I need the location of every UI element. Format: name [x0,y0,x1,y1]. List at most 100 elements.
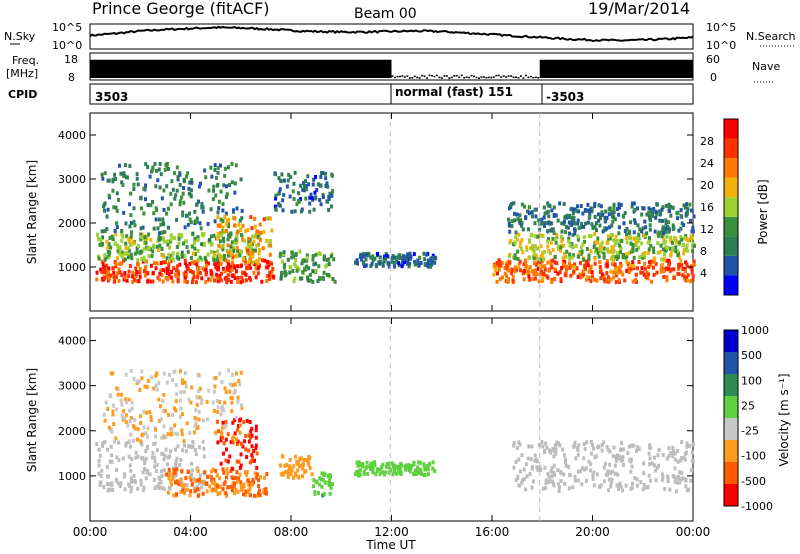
power-cell [196,275,200,280]
velocity-cell [160,469,164,474]
power-cell [295,202,299,207]
velocity-cell [230,409,234,414]
velocity-cell [205,489,209,494]
velocity-cell [257,484,261,489]
power-cell [554,240,558,245]
power-cell [144,183,148,188]
power-cell [128,224,132,229]
power-cell [212,233,216,238]
velocity-cell [323,480,327,485]
power-cell [196,199,200,204]
power-cell [650,279,654,284]
power-cell [106,207,110,212]
power-cell [655,270,659,275]
velocity-cell [541,444,545,449]
power-cell [658,249,662,254]
velocity-cell [399,462,403,467]
power-cell [225,219,229,224]
velocity-cell [221,420,225,425]
velocity-cell [158,477,162,482]
power-cell [532,249,536,254]
power-cell [627,231,631,236]
power-cell [206,222,210,227]
power-cell [169,275,173,280]
power-cell [656,250,660,255]
power-cell [398,253,402,258]
velocity-cell [583,467,587,472]
velocity-cell [577,478,581,483]
velocity-colorbar-tick: -100 [741,450,766,463]
power-cell [546,209,550,214]
velocity-cell [233,388,237,393]
power-cell [213,219,217,224]
power-cell [612,215,616,220]
power-cell [327,273,331,278]
power-cell [167,272,171,277]
power-cell [596,250,600,255]
velocity-cell [234,475,238,480]
velocity-cell [211,400,215,405]
power-cell [599,216,603,221]
velocity-cell [134,450,138,455]
power-cell [169,237,173,242]
power-cell [431,256,435,261]
power-cell [609,269,613,274]
power-cell [100,269,104,274]
power-cell [187,191,191,196]
power-cell [158,271,162,276]
velocity-cell [111,488,115,493]
velocity-cell [684,484,688,489]
velocity-cell [122,409,126,414]
velocity-cell [119,398,123,403]
velocity-cell [226,485,230,490]
power-cell [417,263,421,268]
power-cell [566,225,570,230]
power-cell [193,219,197,224]
power-cell [250,242,254,247]
power-cell [636,238,640,243]
velocity-cell [221,467,225,472]
velocity-cell [245,469,249,474]
power-cell [189,193,193,198]
power-cell [560,221,564,226]
velocity-cell [259,475,263,480]
power-cell [657,233,661,238]
velocity-cell [229,395,233,400]
power-cell [625,235,629,240]
power-cell [643,261,647,266]
velocity-cell [134,479,138,484]
power-cell [634,243,638,248]
velocity-cell [111,403,115,408]
power-cell [176,269,180,274]
power-cell [331,277,335,282]
velocity-cell [655,465,659,470]
power-cell [664,245,668,250]
velocity-cell [233,491,237,496]
power-cell [669,213,673,218]
velocity-cell [146,378,150,383]
power-cell [642,272,646,277]
nave-point [463,77,466,79]
power-cell [228,265,232,270]
power-cell [644,275,648,280]
velocity-cell [244,447,248,452]
power-cell [668,268,672,273]
velocity-cell [619,458,623,463]
power-cell [177,241,181,246]
power-cell [584,259,588,264]
power-cell [429,256,433,261]
power-cell [307,182,311,187]
velocity-cell [621,462,625,467]
power-cell [643,219,647,224]
power-cell [688,202,692,207]
power-cell [214,175,218,180]
power-cell [145,259,149,264]
power-cell [664,221,668,226]
velocity-colorbar-tick: 25 [741,399,755,412]
velocity-cell [426,467,430,472]
velocity-cell [538,465,542,470]
power-cell [137,243,141,248]
power-cell [547,214,551,219]
velocity-cell [667,453,671,458]
power-cell [221,229,225,234]
